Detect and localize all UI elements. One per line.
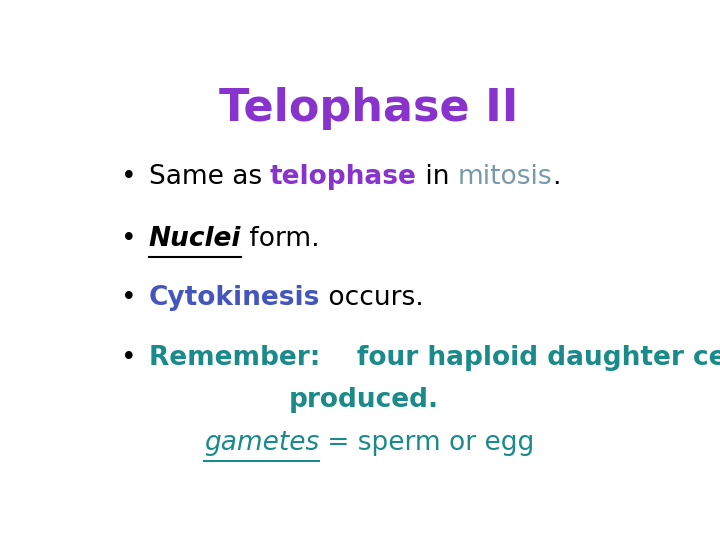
Text: Telophase II: Telophase II	[220, 87, 518, 130]
Text: Cytokinesis: Cytokinesis	[148, 285, 320, 310]
Text: gametes: gametes	[204, 430, 319, 456]
Text: •: •	[121, 345, 136, 371]
Text: form.: form.	[241, 226, 320, 252]
Text: mitosis: mitosis	[458, 164, 552, 190]
Text: = sperm or egg: = sperm or egg	[319, 430, 534, 456]
Text: Remember:    four haploid daughter cells: Remember: four haploid daughter cells	[148, 345, 720, 371]
Text: Same as: Same as	[148, 164, 270, 190]
Text: occurs.: occurs.	[320, 285, 423, 310]
Text: •: •	[121, 285, 136, 310]
Text: telophase: telophase	[270, 164, 417, 190]
Text: produced.: produced.	[288, 387, 438, 413]
Text: .: .	[552, 164, 561, 190]
Text: •: •	[121, 226, 136, 252]
Text: in: in	[417, 164, 458, 190]
Text: •: •	[121, 164, 136, 190]
Text: Nuclei: Nuclei	[148, 226, 241, 252]
